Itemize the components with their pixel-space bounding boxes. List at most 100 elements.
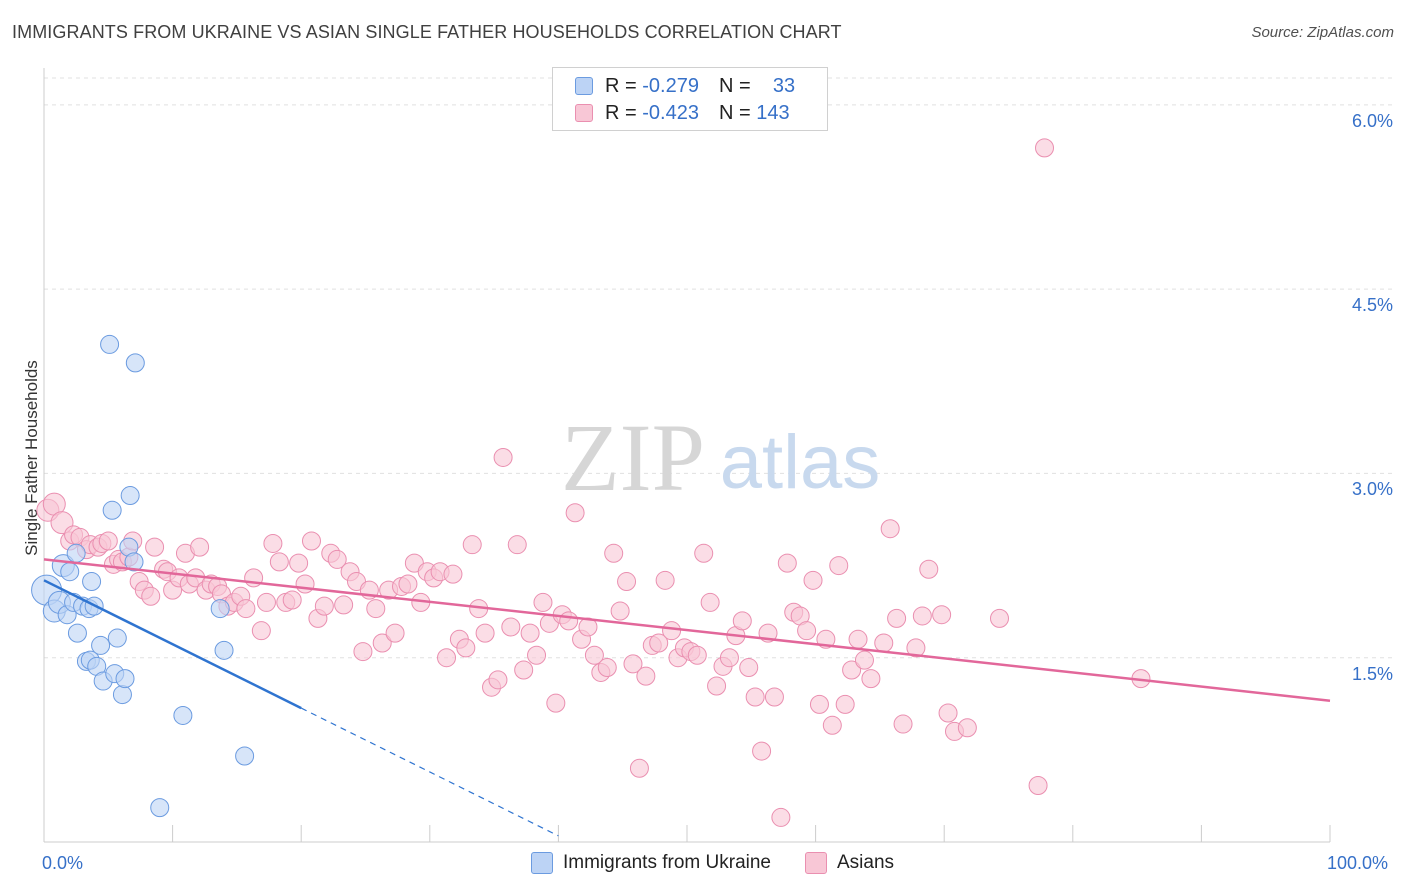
- y-tick-label: 4.5%: [1351, 295, 1393, 316]
- asian-point: [559, 611, 579, 631]
- asian-point: [989, 608, 1009, 628]
- asian-point: [527, 645, 547, 665]
- asian-point: [623, 654, 643, 674]
- asian-point: [842, 660, 862, 680]
- ukraine-point: [173, 705, 193, 725]
- asian-point: [822, 715, 842, 735]
- asian-point: [301, 531, 321, 551]
- asian-point: [893, 714, 913, 734]
- asian-point: [636, 666, 656, 686]
- asian-point: [861, 669, 881, 689]
- legend-r-value: -0.423: [642, 101, 699, 124]
- asian-point: [848, 629, 868, 649]
- ukraine-point: [235, 746, 255, 766]
- ukraine-point: [67, 623, 87, 643]
- asian-point: [629, 758, 649, 778]
- legend-label-ukraine: Immigrants from Ukraine: [563, 852, 771, 873]
- y-tick-label: 1.5%: [1351, 663, 1393, 684]
- legend-item-asians: Asians: [805, 852, 894, 874]
- asian-point: [533, 592, 553, 612]
- ukraine-point: [112, 685, 132, 705]
- asian-point: [437, 648, 457, 668]
- asian-point: [880, 519, 900, 539]
- asian-point: [771, 807, 791, 827]
- ukraine-trend-extension: [300, 707, 559, 837]
- ukraine-point: [124, 552, 144, 572]
- asian-point: [501, 617, 521, 637]
- asian-point: [829, 556, 849, 576]
- asian-point: [932, 605, 952, 625]
- asian-point: [732, 611, 752, 631]
- asian-point: [835, 694, 855, 714]
- asian-point: [662, 621, 682, 641]
- asian-point: [1035, 138, 1055, 158]
- asian-trend-line: [43, 558, 1331, 702]
- asian-point: [739, 658, 759, 678]
- asian-point: [98, 531, 118, 551]
- legend-r-label: R =: [605, 74, 637, 97]
- asian-point: [269, 552, 289, 572]
- watermark-zip: ZIP: [561, 404, 705, 511]
- asian-point: [919, 559, 939, 579]
- asian-point: [334, 595, 354, 615]
- asian-point: [190, 537, 210, 557]
- legend-n-label: N =: [718, 74, 751, 97]
- asian-point: [145, 537, 165, 557]
- asian-point: [353, 642, 373, 662]
- asian-point: [912, 606, 932, 626]
- asian-point: [462, 535, 482, 555]
- asian-point: [398, 574, 418, 594]
- asian-point: [700, 592, 720, 612]
- chart-title: IMMIGRANTS FROM UKRAINE VS ASIAN SINGLE …: [12, 22, 842, 42]
- asian-point: [488, 670, 508, 690]
- asian-point: [655, 570, 675, 590]
- asian-point: [314, 596, 334, 616]
- legend-n-value: 33: [772, 74, 796, 97]
- asian-point: [493, 447, 513, 467]
- ukraine-point: [102, 500, 122, 520]
- asian-point: [649, 633, 669, 653]
- series-asians: [36, 138, 1151, 827]
- ukraine-point: [125, 353, 145, 373]
- ukraine-point: [60, 562, 80, 582]
- asian-point: [874, 633, 894, 653]
- asian-point: [565, 503, 585, 523]
- asian-point: [752, 741, 772, 761]
- grid-lines: [44, 77, 1394, 659]
- watermark: ZIP atlas: [561, 404, 880, 511]
- asian-point: [887, 608, 907, 628]
- asian-point: [687, 645, 707, 665]
- legend-swatch-pink: [575, 104, 593, 122]
- ukraine-point: [150, 798, 170, 818]
- axes: [43, 68, 1331, 843]
- asian-point: [263, 533, 283, 553]
- legend-r-label: R =: [605, 101, 637, 124]
- correlation-legend: R = -0.279 N = 33 R = -0.423 N = 143: [552, 67, 828, 131]
- ukraine-trend-line: [43, 579, 302, 710]
- ukraine-point: [210, 599, 230, 619]
- asian-point: [327, 549, 347, 569]
- asian-point: [809, 694, 829, 714]
- asian-point: [282, 590, 302, 610]
- trend-lines: [43, 558, 1331, 837]
- ukraine-point: [82, 572, 102, 592]
- legend-row-asians: R = -0.423 N = 143: [575, 101, 790, 125]
- series-legend: Immigrants from Ukraine Asians: [531, 852, 928, 874]
- asian-point: [694, 543, 714, 563]
- asian-point: [1028, 775, 1048, 795]
- legend-swatch-blue: [531, 852, 553, 874]
- ukraine-point: [214, 640, 234, 660]
- asian-point: [617, 572, 637, 592]
- asian-point: [251, 621, 271, 641]
- asian-point: [957, 718, 977, 738]
- asian-point: [584, 645, 604, 665]
- legend-n-value: 143: [756, 101, 790, 124]
- asian-point: [707, 676, 727, 696]
- asian-point: [520, 623, 540, 643]
- asian-point: [507, 535, 527, 555]
- ukraine-point: [115, 669, 135, 689]
- ukraine-point: [100, 334, 120, 354]
- asian-point: [719, 648, 739, 668]
- asian-point: [456, 638, 476, 658]
- asian-point: [236, 599, 256, 619]
